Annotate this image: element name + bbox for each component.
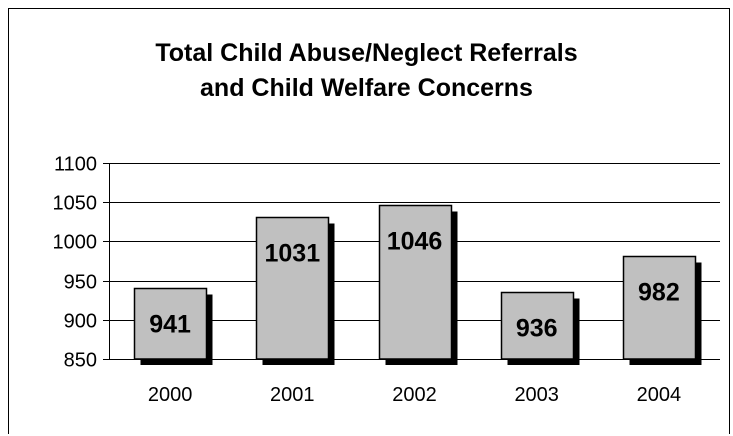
y-tick-labels: 850 900 950 1000 1050 1100 [53,154,98,372]
x-tick-label-2000: 2000 [148,384,193,406]
y-tick-label-1100: 1100 [54,154,97,176]
x-tick-labels: 2000 2001 2002 2003 2004 [148,384,681,406]
chart-title-line-2: and Child Welfare Concerns [200,74,533,102]
y-tick-label-1000: 1000 [53,232,98,254]
bar-2003 [500,291,575,360]
x-tick-label-2002: 2002 [392,384,437,406]
data-label-2000: 941 [149,311,191,339]
data-label-2002: 1046 [387,228,443,256]
bar-2001 [255,216,330,360]
chart-frame [8,8,730,434]
bars [133,204,702,365]
bar-2002 [378,204,453,360]
bar-2004 [622,255,697,360]
x-tick-label-2003: 2003 [514,384,559,406]
chart-title: Total Child Abuse/Neglect Referrals and … [0,36,733,106]
bar-2000 [133,287,208,360]
chart-title-line-1: Total Child Abuse/Neglect Referrals [155,39,578,67]
data-label-2001: 1031 [264,240,320,268]
y-tick-label-850: 850 [64,350,97,372]
data-label-2003: 936 [516,315,558,343]
data-labels: 941 1031 1046 936 982 [149,228,680,343]
x-tick-label-2001: 2001 [270,384,315,406]
y-tick-label-1050: 1050 [53,193,98,215]
x-tick-label-2004: 2004 [637,384,682,406]
y-tick-label-950: 950 [64,272,97,294]
data-label-2004: 982 [638,279,680,307]
y-tick-label-900: 900 [64,311,97,333]
